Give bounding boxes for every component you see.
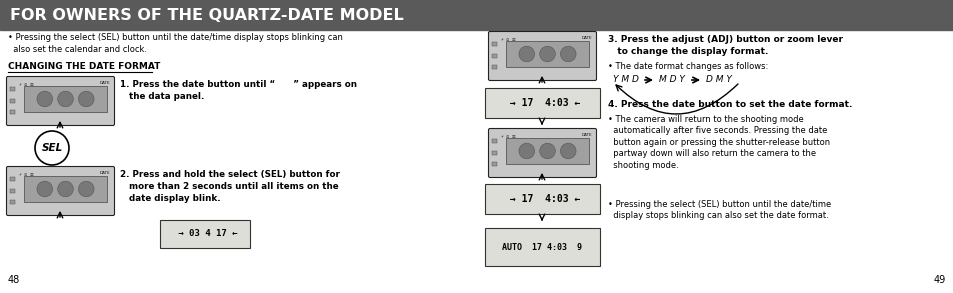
- Text: → 03 4 17 ←: → 03 4 17 ←: [172, 229, 237, 239]
- Text: 2. Press and hold the select (SEL) button for
   more than 2 seconds until all i: 2. Press and hold the select (SEL) butto…: [120, 170, 339, 203]
- Bar: [492, 151, 497, 155]
- Bar: [484, 228, 599, 266]
- Text: M D Y: M D Y: [659, 76, 684, 84]
- Bar: [505, 41, 588, 67]
- Bar: [492, 162, 497, 166]
- FancyBboxPatch shape: [488, 129, 596, 178]
- Text: • Pressing the select (SEL) button until the date/time display stops blinking ca: • Pressing the select (SEL) button until…: [8, 33, 342, 54]
- Bar: [484, 88, 599, 118]
- Text: SEL: SEL: [41, 143, 63, 153]
- Circle shape: [57, 181, 73, 197]
- Text: → 17  4:03 ←: → 17 4:03 ←: [504, 98, 580, 108]
- Bar: [24, 176, 107, 202]
- FancyBboxPatch shape: [7, 76, 114, 125]
- Circle shape: [559, 46, 576, 62]
- Text: CHANGING THE DATE FORMAT: CHANGING THE DATE FORMAT: [8, 62, 160, 71]
- Text: • The date format changes as follows:: • The date format changes as follows:: [607, 62, 767, 71]
- Bar: [24, 86, 107, 112]
- Circle shape: [518, 143, 534, 159]
- Text: 3. Press the adjust (ADJ) button or zoom lever
   to change the display format.: 3. Press the adjust (ADJ) button or zoom…: [607, 35, 842, 56]
- Circle shape: [78, 181, 94, 197]
- Text: $⚡$  ⊙  ☰: $⚡$ ⊙ ☰: [18, 81, 35, 88]
- Text: $⚡$  ⊙  ☰: $⚡$ ⊙ ☰: [499, 133, 517, 140]
- Bar: [492, 139, 497, 143]
- Bar: [0, 0, 953, 30]
- Text: D M Y: D M Y: [705, 76, 731, 84]
- Text: DATE: DATE: [580, 36, 592, 40]
- Text: DATE: DATE: [99, 81, 110, 85]
- Bar: [10, 177, 15, 181]
- FancyBboxPatch shape: [488, 32, 596, 81]
- Text: $⚡$  ⊙  ☰: $⚡$ ⊙ ☰: [499, 36, 517, 43]
- Text: 1. Press the date button until “      ” appears on
   the data panel.: 1. Press the date button until “ ” appea…: [120, 80, 356, 101]
- Text: Y M D: Y M D: [613, 76, 639, 84]
- Bar: [10, 110, 15, 114]
- Text: • The camera will return to the shooting mode
  automatically after five seconds: • The camera will return to the shooting…: [607, 115, 829, 170]
- Bar: [505, 138, 588, 164]
- Text: DATE: DATE: [580, 133, 592, 137]
- Circle shape: [37, 181, 52, 197]
- Circle shape: [37, 91, 52, 107]
- Bar: [492, 54, 497, 58]
- Text: 48: 48: [8, 275, 20, 285]
- Circle shape: [559, 143, 576, 159]
- Circle shape: [57, 91, 73, 107]
- Text: DATE: DATE: [99, 171, 110, 175]
- Text: 4. Press the date button to set the date format.: 4. Press the date button to set the date…: [607, 100, 851, 109]
- Bar: [10, 189, 15, 193]
- Circle shape: [78, 91, 94, 107]
- Text: 49: 49: [933, 275, 945, 285]
- Circle shape: [518, 46, 534, 62]
- Bar: [160, 220, 250, 248]
- Text: FOR OWNERS OF THE QUARTZ-DATE MODEL: FOR OWNERS OF THE QUARTZ-DATE MODEL: [10, 8, 403, 23]
- Circle shape: [539, 46, 555, 62]
- Bar: [10, 87, 15, 91]
- Bar: [10, 200, 15, 204]
- Text: → 17  4:03 ←: → 17 4:03 ←: [504, 194, 580, 204]
- Bar: [484, 184, 599, 214]
- FancyBboxPatch shape: [7, 166, 114, 215]
- Text: $⚡$  ⊙  ☰: $⚡$ ⊙ ☰: [18, 171, 35, 178]
- Bar: [492, 65, 497, 69]
- Text: • Pressing the select (SEL) button until the date/time
  display stops blinking : • Pressing the select (SEL) button until…: [607, 200, 830, 220]
- Bar: [492, 42, 497, 46]
- Bar: [10, 99, 15, 103]
- Circle shape: [539, 143, 555, 159]
- Circle shape: [35, 131, 69, 165]
- Text: AUTO  17 4:03  9: AUTO 17 4:03 9: [502, 243, 582, 251]
